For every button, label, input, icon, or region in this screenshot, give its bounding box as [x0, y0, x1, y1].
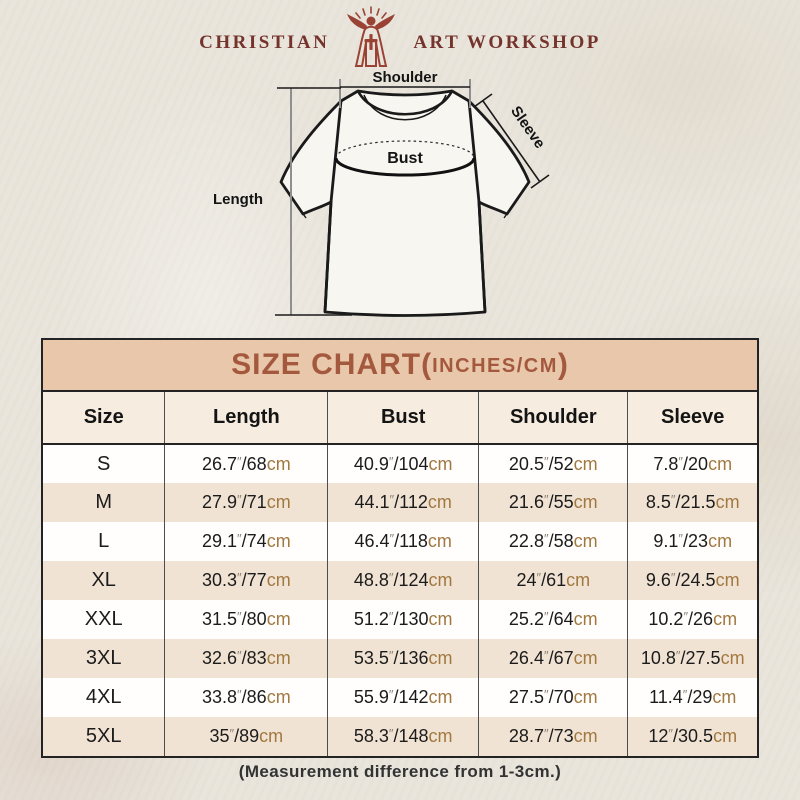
- bust-ellipse-top: [335, 140, 475, 159]
- tshirt-outline: [279, 89, 531, 317]
- table-row-m: M 27.9″/71cm 44.1″/112cm 21.6″/55cm 8.5″/21.…: [43, 483, 757, 522]
- shoulder-cell: 21.6″/55cm: [478, 483, 628, 522]
- table-row-s: S 26.7″/68cm 40.9″/104cm 20.5″/52cm 7.8″/20c…: [43, 444, 757, 483]
- jesus-logo-icon: [347, 6, 396, 67]
- title-main: SIZE CHART(: [231, 348, 433, 381]
- shoulder-label: Shoulder: [372, 69, 437, 86]
- size-cell: S: [97, 452, 111, 475]
- sleeve-cell: 7.8″/20cm: [627, 444, 757, 483]
- shoulder-cell: 27.5″/70cm: [478, 678, 628, 717]
- bust-cell: 58.3″/148cm: [327, 717, 479, 756]
- column-header-size: Size: [43, 392, 165, 445]
- sleeve-cell: 10.8″/27.5cm: [627, 639, 757, 678]
- table-row-5xl: 5XL 35″/89cm 58.3″/148cm 28.7″/73cm 12″/30.5…: [43, 717, 757, 756]
- sleeve-cell: 9.1″/23cm: [627, 522, 757, 561]
- sleeve-cell: 10.2″/26cm: [627, 600, 757, 639]
- shoulder-cell: 22.8″/58cm: [478, 522, 628, 561]
- length-cell: 33.8″/86cm: [164, 678, 328, 717]
- length-cell: 31.5″/80cm: [164, 600, 328, 639]
- column-header-sleeve: Sleeve: [627, 392, 757, 445]
- column-header-row: Size Length Bust Shoulder Sleeve: [43, 392, 757, 445]
- shoulder-measure: [339, 79, 471, 108]
- length-cell: 32.6″/83cm: [164, 639, 328, 678]
- size-cell: 4XL: [85, 686, 122, 708]
- measurements-table: Size Length Bust Shoulder Sleeve S 26.7″/68cm…: [43, 392, 757, 756]
- sleeve-cell: 8.5″/21.5cm: [627, 483, 757, 522]
- table-row-l: L 29.1″/74cm 46.4″/118cm 22.8″/58cm 9.1″/23c…: [43, 522, 757, 561]
- length-label: Length: [213, 191, 263, 208]
- length-cell: 30.3″/77cm: [164, 561, 328, 600]
- table-row-3xl: 3XL 32.6″/83cm 53.5″/136cm 26.4″/67cm 10.8″/…: [43, 639, 757, 678]
- size-cell: 5XL: [85, 725, 122, 747]
- size-chart-title: SIZE CHART(INCHES/CM): [43, 340, 757, 392]
- length-cell: 27.9″/71cm: [164, 483, 328, 522]
- size-cell: XL: [91, 569, 116, 591]
- bust-cell: 46.4″/118cm: [327, 522, 479, 561]
- size-rows: S 26.7″/68cm 40.9″/104cm 20.5″/52cm 7.8″/20c…: [43, 444, 757, 756]
- bust-cell: 40.9″/104cm: [327, 444, 479, 483]
- tshirt-measurement-diagram: Shoulder Length Sleeve Bust: [0, 68, 800, 338]
- table-row-xl: XL 30.3″/77cm 48.8″/124cm 24″/61cm 9.6″/24.5…: [43, 561, 757, 600]
- brand-text-right: ART WORKSHOP: [413, 32, 601, 53]
- bust-cell: 44.1″/112cm: [327, 483, 479, 522]
- brand-text-left: CHRISTIAN: [199, 32, 330, 53]
- bust-cell: 53.5″/136cm: [327, 639, 479, 678]
- size-cell: L: [98, 530, 110, 552]
- sleeve-cell: 9.6″/24.5cm: [627, 561, 757, 600]
- table-row-4xl: 4XL 33.8″/86cm 55.9″/142cm 27.5″/70cm 11.4″/…: [43, 678, 757, 717]
- bust-ellipse-bottom: [334, 157, 476, 177]
- bust-cell: 51.2″/130cm: [327, 600, 479, 639]
- shoulder-cell: 25.2″/64cm: [478, 600, 628, 639]
- brand-header: CHRISTIAN ART WORKSHOP: [0, 6, 800, 68]
- shoulder-cell: 26.4″/67cm: [478, 639, 628, 678]
- column-header-length: Length: [164, 392, 328, 445]
- sleeve-cell: 12″/30.5cm: [627, 717, 757, 756]
- length-cell: 35″/89cm: [164, 717, 328, 756]
- title-close: ): [557, 348, 569, 381]
- bust-cell: 48.8″/124cm: [327, 561, 479, 600]
- size-cell: M: [95, 491, 113, 513]
- column-header-bust: Bust: [327, 392, 479, 445]
- length-cell: 26.7″/68cm: [164, 444, 328, 483]
- sleeve-cell: 11.4″/29cm: [627, 678, 757, 717]
- length-measure: [275, 87, 352, 316]
- column-header-shoulder: Shoulder: [478, 392, 628, 445]
- size-chart-table: SIZE CHART(INCHES/CM) Size Length Bust Shou…: [41, 338, 759, 758]
- shoulder-cell: 20.5″/52cm: [478, 444, 628, 483]
- table-row-xxl: XXL 31.5″/80cm 51.2″/130cm 25.2″/64cm 10.2″/…: [43, 600, 757, 639]
- measurement-note: (Measurement difference from 1-3cm.): [238, 762, 562, 781]
- sleeve-measure: [473, 93, 550, 189]
- title-units: INCHES/CM: [432, 354, 558, 377]
- bust-cell: 55.9″/142cm: [327, 678, 479, 717]
- shoulder-cell: 24″/61cm: [478, 561, 628, 600]
- shoulder-cell: 28.7″/73cm: [478, 717, 628, 756]
- bust-label: Bust: [387, 150, 423, 167]
- length-cell: 29.1″/74cm: [164, 522, 328, 561]
- size-cell: XXL: [84, 608, 123, 630]
- size-cell: 3XL: [85, 647, 122, 669]
